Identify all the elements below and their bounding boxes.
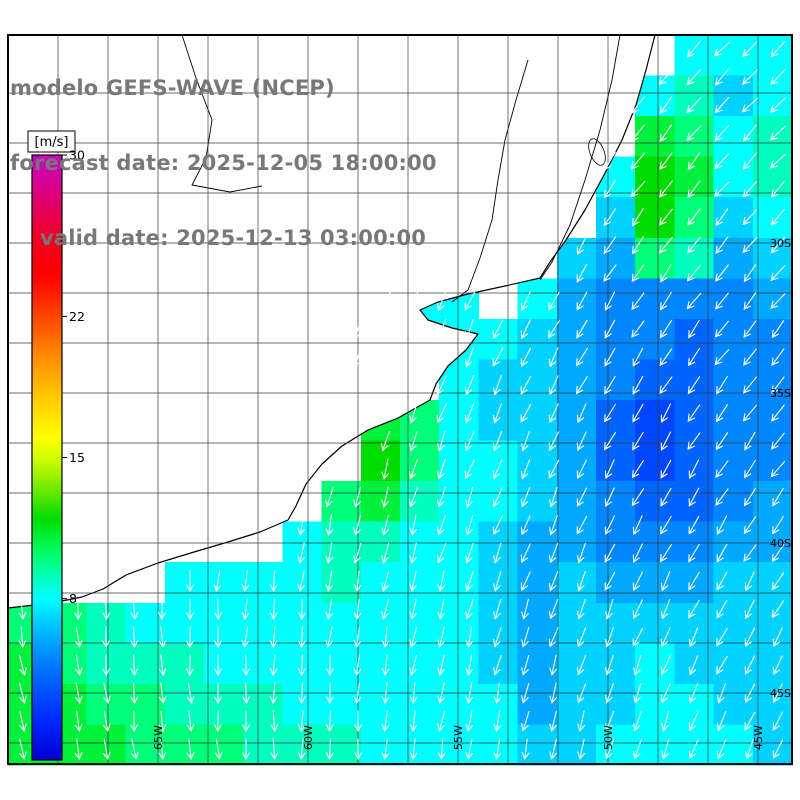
river-border-line [181,34,263,193]
longitude-label: 60W [302,725,315,750]
longitude-label: 65W [152,725,165,750]
land-coastline [7,34,656,609]
wind-direction-arrows [18,40,786,761]
axis-labels: 65W 60W 55W 50W 45W 30S 35S 40S 45S [152,237,791,750]
colorbar-tick-label: 22 [69,309,85,324]
colorbar-tick-label: 30 [69,148,85,163]
forecast-date-label: forecast date: 2025-12-05 18:00:00 [10,151,437,175]
colorbar-gradient [31,154,63,761]
river-border-line [539,34,621,281]
title-block: modelo GEFS-WAVE (NCEP) forecast date: 2… [10,26,437,301]
map-border [7,34,793,765]
model-title: modelo GEFS-WAVE (NCEP) [10,76,335,100]
valid-date-label: valid date: 2025-12-13 03:00:00 [40,226,427,250]
longitude-label: 45W [752,725,765,750]
colorbar-unit-box [27,130,76,153]
colorbar-tick-label: 15 [69,450,85,465]
lagoon-outline [588,138,606,166]
longitude-label: 55W [452,725,465,750]
longitude-label: 50W [602,725,615,750]
latitude-label: 30S [770,237,791,250]
colorbar: [m/s]30 22 15 8 [27,130,85,761]
latitude-label: 35S [770,387,791,400]
latitude-label: 45S [770,687,791,700]
latitude-label: 40S [770,537,791,550]
colorbar-tick-label: 8 [69,591,77,606]
colorbar-unit-label: [m/s] [35,135,69,150]
river-border-line [451,59,529,303]
